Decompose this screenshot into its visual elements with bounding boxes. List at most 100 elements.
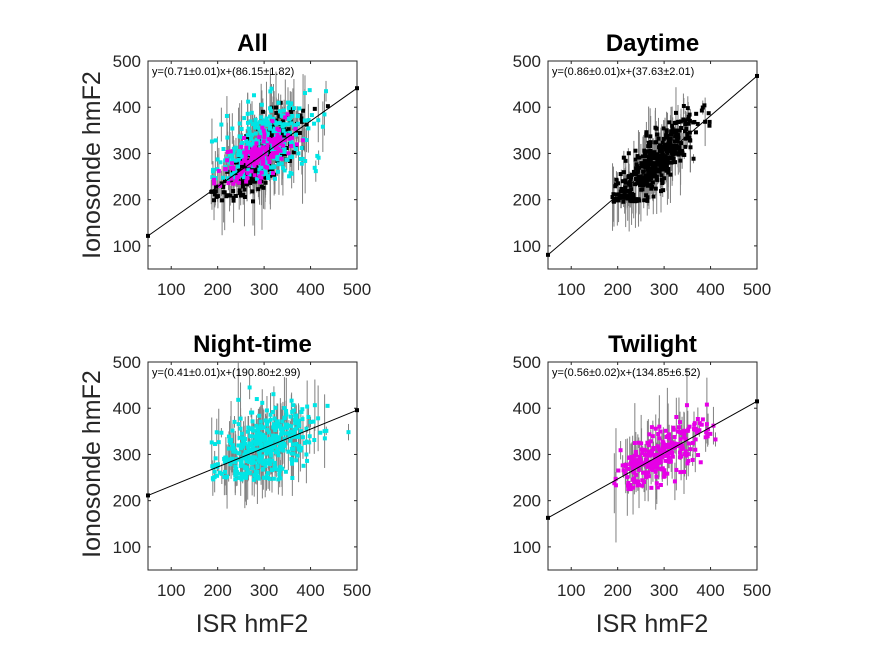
data-point xyxy=(666,160,671,165)
data-point xyxy=(679,443,684,448)
data-point xyxy=(258,419,263,424)
plot-area xyxy=(209,362,351,509)
data-point xyxy=(623,462,628,467)
data-point xyxy=(224,194,229,199)
data-point xyxy=(224,475,229,480)
data-point xyxy=(243,452,248,457)
data-point xyxy=(272,126,277,131)
data-point xyxy=(289,433,294,438)
data-point xyxy=(660,439,665,444)
data-point xyxy=(262,118,267,123)
data-point xyxy=(643,448,648,453)
data-point xyxy=(244,139,249,144)
data-point xyxy=(636,177,641,182)
data-point xyxy=(260,120,265,125)
data-point xyxy=(621,199,626,204)
data-point xyxy=(243,441,248,446)
data-point xyxy=(294,458,299,463)
data-point xyxy=(251,161,256,166)
data-point xyxy=(215,473,220,478)
data-point xyxy=(216,440,221,445)
data-point xyxy=(643,460,648,465)
data-point xyxy=(667,141,672,146)
data-point xyxy=(260,123,265,128)
data-point xyxy=(288,429,293,434)
data-point xyxy=(252,155,257,160)
data-point xyxy=(686,121,691,126)
y-tick-label: 300 xyxy=(513,144,541,163)
panel-night-time: 100 200 300 400 500 100 200 300 400 500 Night-time… xyxy=(113,331,372,600)
plot-area xyxy=(610,87,712,232)
data-point xyxy=(661,163,666,168)
data-point xyxy=(257,455,262,460)
data-point xyxy=(685,131,690,136)
data-point xyxy=(665,471,670,476)
data-point xyxy=(686,117,691,122)
data-point xyxy=(267,458,272,463)
data-point xyxy=(650,184,655,189)
data-point xyxy=(256,476,261,481)
data-point xyxy=(682,432,687,437)
data-point xyxy=(636,467,641,472)
data-point xyxy=(265,119,270,124)
data-point xyxy=(287,174,292,179)
data-point xyxy=(304,452,309,457)
data-point xyxy=(298,429,303,434)
data-point xyxy=(239,134,244,139)
data-point xyxy=(274,110,279,115)
data-point xyxy=(678,470,683,475)
data-point xyxy=(272,460,277,465)
data-point xyxy=(269,133,274,138)
data-point xyxy=(258,165,263,170)
data-point xyxy=(636,197,641,202)
data-point xyxy=(237,435,242,440)
data-point xyxy=(312,165,317,170)
data-point xyxy=(243,155,248,160)
data-point xyxy=(236,152,241,157)
data-point xyxy=(246,425,251,430)
data-point xyxy=(293,126,298,131)
data-point xyxy=(265,143,270,148)
data-point xyxy=(635,483,640,488)
data-point xyxy=(628,487,633,492)
data-point xyxy=(254,438,259,443)
data-point xyxy=(268,121,273,126)
data-point xyxy=(283,115,288,120)
data-point xyxy=(312,438,317,443)
data-point xyxy=(656,153,661,158)
data-point xyxy=(686,458,691,463)
data-point xyxy=(686,427,691,432)
data-point xyxy=(286,105,291,110)
fit-endpoint xyxy=(146,493,150,498)
data-point xyxy=(263,152,268,157)
data-point xyxy=(309,113,314,118)
data-point xyxy=(223,469,228,474)
data-point xyxy=(671,156,676,161)
data-point xyxy=(681,428,686,433)
data-point xyxy=(239,445,244,450)
data-point xyxy=(670,127,675,132)
data-point xyxy=(693,447,698,452)
data-point xyxy=(683,144,688,149)
data-point xyxy=(663,458,668,463)
data-point xyxy=(687,135,692,140)
data-point xyxy=(623,185,628,190)
data-point xyxy=(644,154,649,159)
data-point xyxy=(657,145,662,150)
data-point xyxy=(264,122,269,127)
data-point xyxy=(289,101,294,106)
data-point xyxy=(294,142,299,147)
x-tick-label: 200 xyxy=(203,280,231,299)
data-point xyxy=(635,169,640,174)
data-point xyxy=(286,449,291,454)
data-point xyxy=(279,161,284,166)
data-point xyxy=(266,156,271,161)
data-point xyxy=(242,464,247,469)
data-point xyxy=(290,461,295,466)
data-point xyxy=(285,100,290,105)
data-point xyxy=(277,128,282,133)
data-point xyxy=(661,126,666,131)
data-point xyxy=(259,459,264,464)
data-point xyxy=(256,158,261,163)
data-point xyxy=(260,109,265,114)
